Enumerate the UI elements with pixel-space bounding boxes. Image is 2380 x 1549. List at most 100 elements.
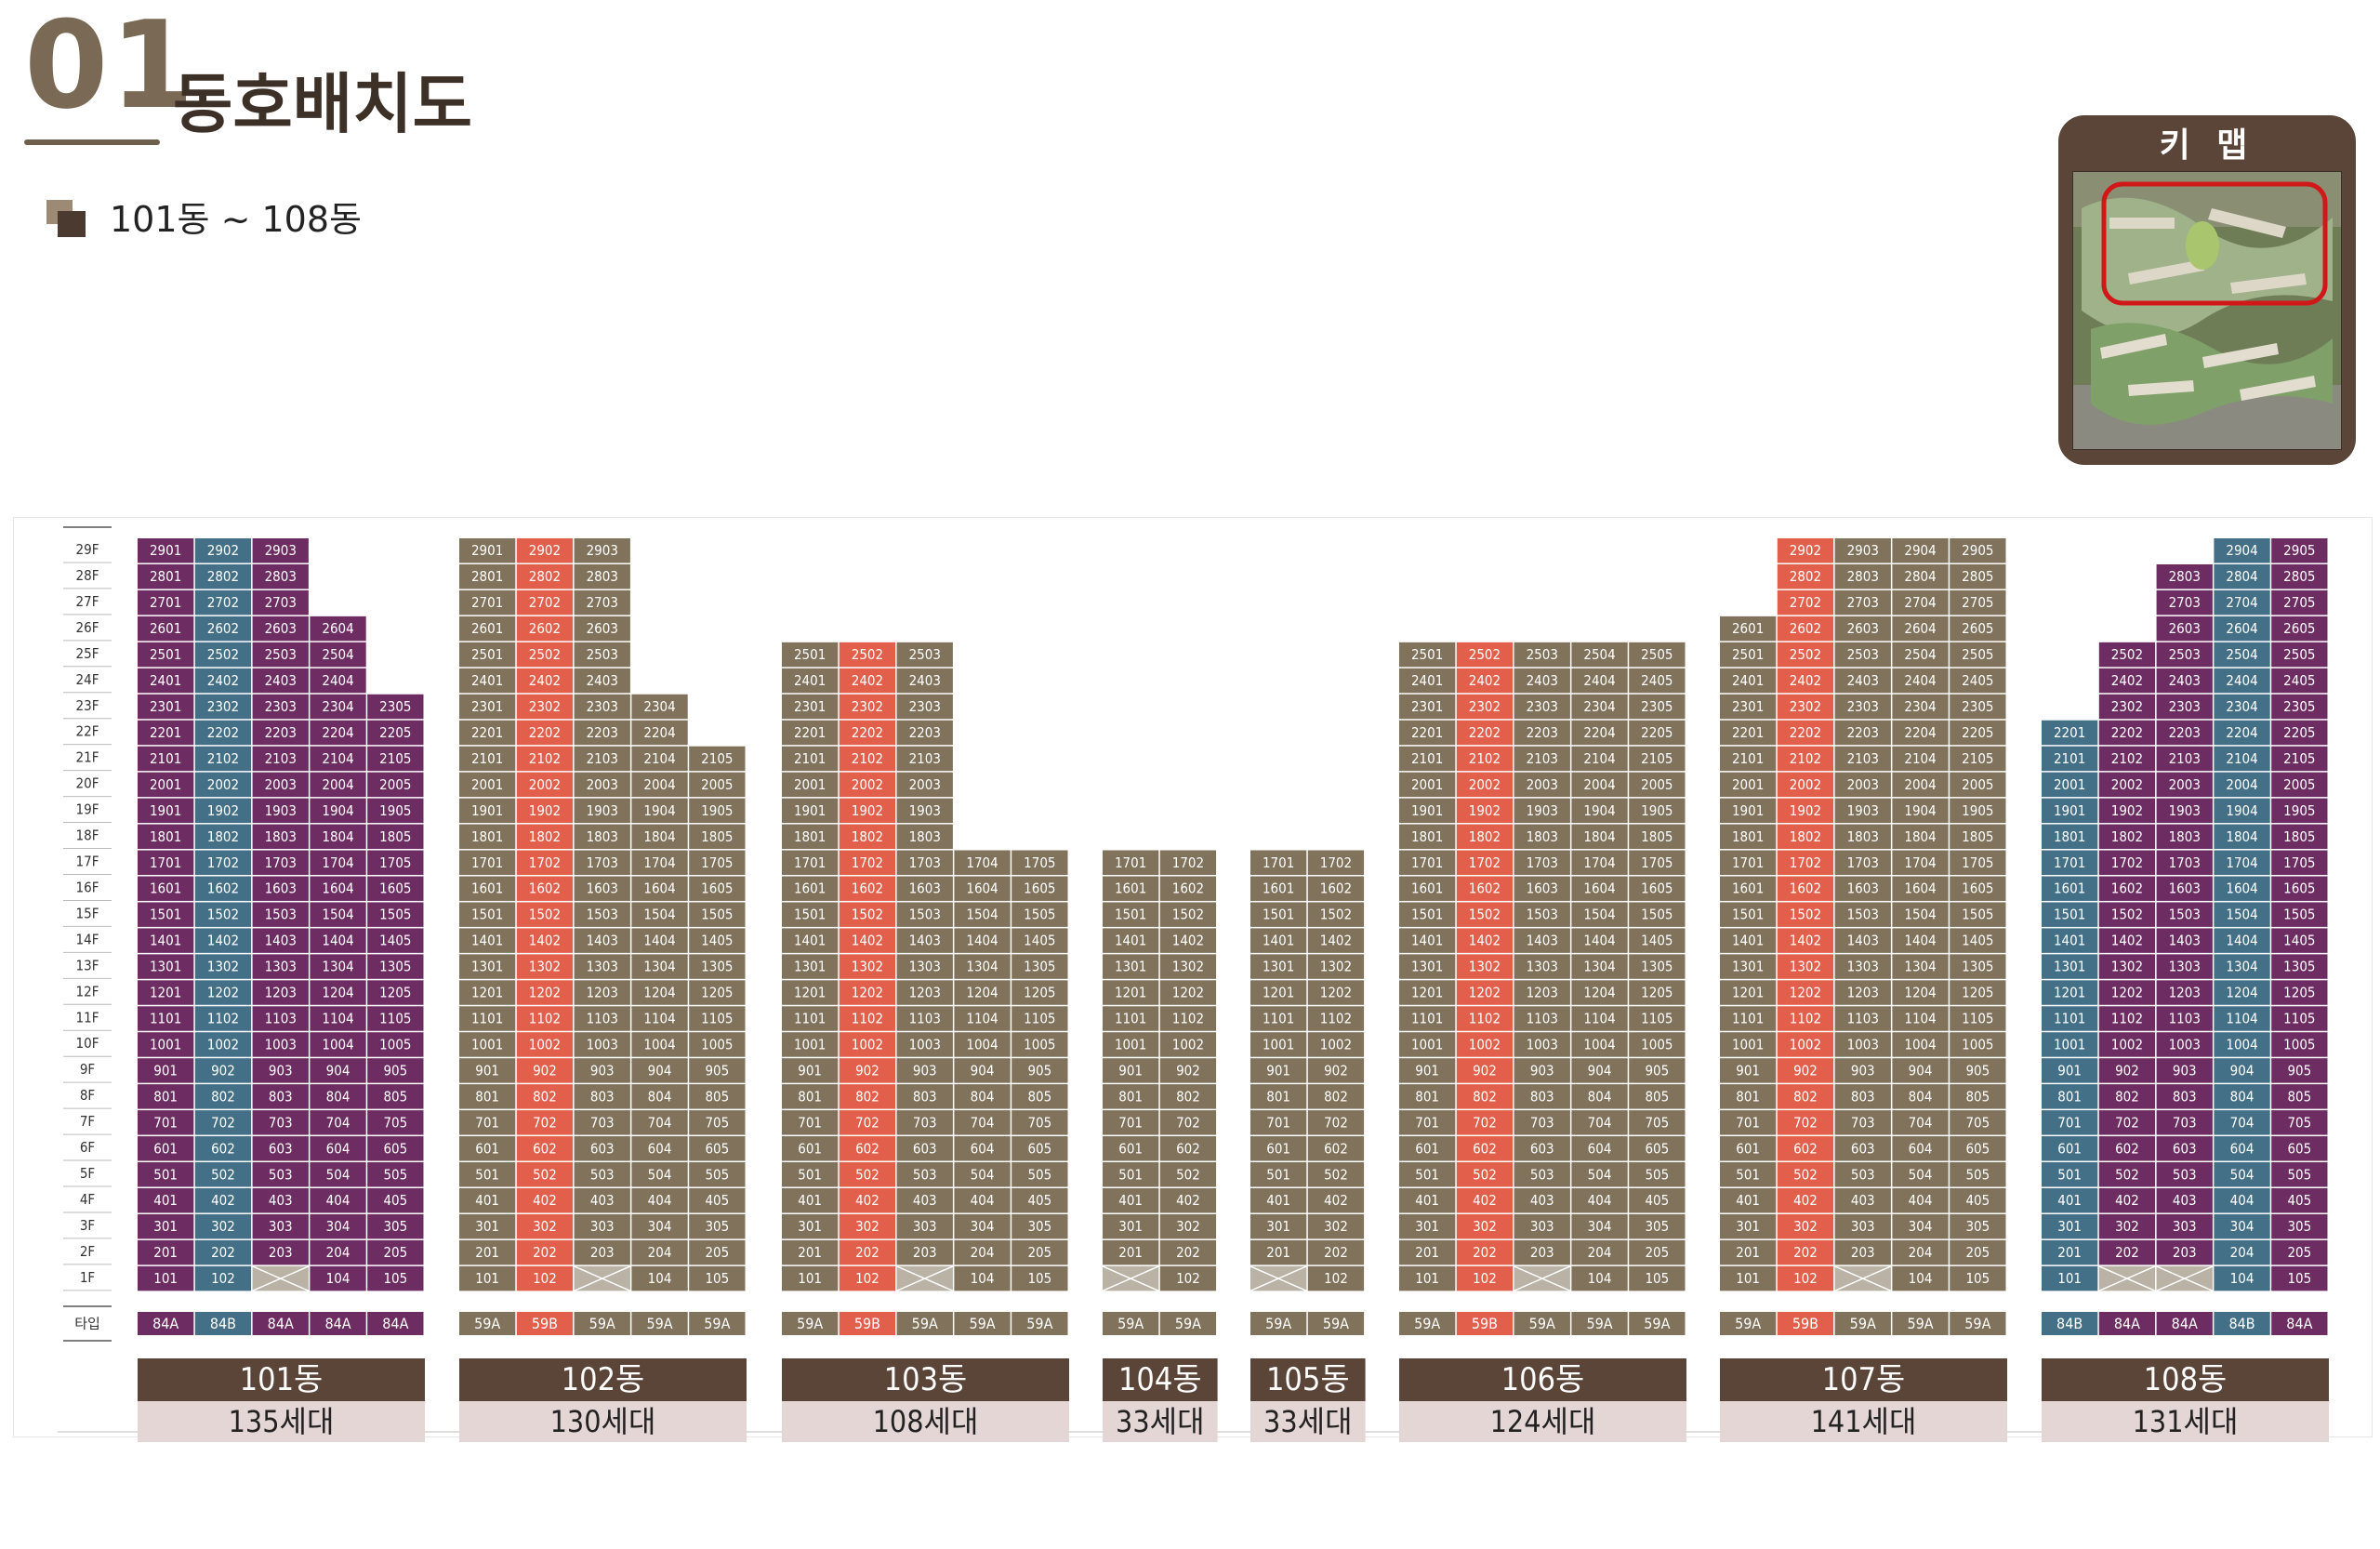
unit-cell: 1703 bbox=[1514, 850, 1570, 875]
unit-cell: 704 bbox=[631, 1110, 688, 1135]
unit-cell: 505 bbox=[689, 1162, 746, 1187]
unit-number: 1301 bbox=[1115, 959, 1146, 975]
household-count: 141세대 bbox=[1811, 1404, 1917, 1439]
unit-number: 404 bbox=[648, 1192, 672, 1209]
unit-number: 601 bbox=[798, 1140, 822, 1157]
unit-number: 2202 bbox=[207, 724, 239, 741]
unit-cell: 205 bbox=[367, 1239, 424, 1265]
unit-cell: 802 bbox=[194, 1084, 252, 1109]
unit-cell: 205 bbox=[1012, 1239, 1068, 1265]
floor-label: 1F bbox=[80, 1269, 95, 1286]
floor-label: 15F bbox=[76, 905, 99, 921]
unit-cell: 302 bbox=[1456, 1213, 1514, 1239]
unit-cell: 1803 bbox=[252, 824, 309, 850]
unit-number: 1903 bbox=[1527, 802, 1558, 819]
unit-number: 1101 bbox=[794, 1011, 826, 1027]
unit-number: 2803 bbox=[587, 568, 618, 585]
unit-number: 303 bbox=[2173, 1218, 2197, 1235]
unit-cell: 1805 bbox=[689, 824, 746, 850]
unit-cell: 2504 bbox=[2214, 642, 2270, 668]
unit-number: 1503 bbox=[1527, 907, 1558, 923]
unit-number: 1001 bbox=[1115, 1036, 1146, 1053]
unit-cell: 301 bbox=[138, 1213, 194, 1239]
unit-cell: 504 bbox=[1892, 1162, 1949, 1187]
unit-cell: 1804 bbox=[631, 824, 688, 850]
unit-number: 1901 bbox=[1411, 802, 1443, 819]
unit-number: 2804 bbox=[1904, 568, 1936, 585]
unit-number: 2201 bbox=[2054, 724, 2085, 741]
unit-cell: 502 bbox=[839, 1162, 896, 1187]
unit-cell: 2504 bbox=[310, 642, 366, 668]
unit-cell: 2402 bbox=[516, 668, 574, 694]
unit-cell: 904 bbox=[1571, 1058, 1628, 1083]
unit-number: 1701 bbox=[471, 854, 503, 871]
unit-cell: 602 bbox=[2098, 1136, 2156, 1161]
unit-number: 1701 bbox=[1411, 854, 1443, 871]
unit-cell: 202 bbox=[2098, 1239, 2156, 1265]
floor-label: 11F bbox=[76, 1009, 99, 1026]
unit-number: 704 bbox=[971, 1114, 995, 1131]
unit-cell: 104 bbox=[631, 1265, 688, 1291]
unit-number: 2502 bbox=[1790, 646, 1821, 663]
unit-number: 1402 bbox=[529, 933, 561, 949]
unit-cell: 704 bbox=[310, 1110, 366, 1135]
unit-cell: 403 bbox=[1834, 1188, 1891, 1213]
unit-number: 705 bbox=[383, 1114, 407, 1131]
empty-unit-cell bbox=[574, 1265, 631, 1292]
unit-cell: 102 bbox=[1777, 1265, 1834, 1291]
unit-number: 2701 bbox=[150, 594, 181, 611]
unit-cell: 2503 bbox=[574, 642, 630, 668]
unit-number: 703 bbox=[913, 1114, 937, 1131]
unit-type-label: 84A bbox=[152, 1315, 178, 1332]
unit-number: 2305 bbox=[1962, 698, 1993, 715]
unit-number: 802 bbox=[1793, 1088, 1818, 1105]
unit-cell: 1605 bbox=[2271, 876, 2328, 901]
unit-cell: 2404 bbox=[1571, 668, 1628, 694]
unit-number: 2604 bbox=[322, 620, 353, 637]
unit-number: 201 bbox=[1736, 1244, 1760, 1261]
unit-cell: 2005 bbox=[1950, 772, 2006, 798]
unit-number: 2404 bbox=[322, 672, 353, 689]
unit-number: 1604 bbox=[322, 880, 353, 897]
unit-number: 2403 bbox=[2169, 672, 2201, 689]
unit-cell: 202 bbox=[1777, 1239, 1834, 1265]
unit-number: 605 bbox=[1965, 1140, 1990, 1157]
unit-number: 2102 bbox=[529, 750, 561, 767]
unit-type-cell: 59A bbox=[1571, 1312, 1628, 1335]
unit-cell: 705 bbox=[689, 1110, 746, 1135]
unit-number: 1603 bbox=[1847, 880, 1879, 897]
unit-cell: 1401 bbox=[2042, 928, 2098, 953]
unit-number: 1304 bbox=[643, 959, 675, 975]
unit-number: 701 bbox=[475, 1114, 499, 1131]
unit-cell: 2305 bbox=[2271, 694, 2328, 720]
unit-number: 805 bbox=[705, 1088, 729, 1105]
unit-cell: 503 bbox=[1834, 1162, 1891, 1187]
unit-cell: 2601 bbox=[1720, 616, 1777, 642]
unit-cell: 1302 bbox=[1777, 954, 1834, 979]
unit-number: 2303 bbox=[2169, 698, 2201, 715]
unit-cell: 1202 bbox=[194, 980, 252, 1005]
unit-number: 2003 bbox=[1847, 776, 1879, 793]
floor-label: 29F bbox=[76, 541, 99, 558]
unit-cell: 604 bbox=[1571, 1136, 1628, 1161]
unit-cell: 1802 bbox=[839, 824, 896, 850]
unit-cell: 203 bbox=[1834, 1239, 1891, 1265]
unit-number: 1804 bbox=[2226, 828, 2257, 845]
unit-number: 802 bbox=[1324, 1088, 1348, 1105]
unit-cell: 1901 bbox=[1399, 798, 1456, 824]
unit-number: 1402 bbox=[207, 933, 239, 949]
unit-cell: 302 bbox=[2098, 1213, 2156, 1239]
unit-cell: 802 bbox=[1777, 1084, 1834, 1109]
unit-cell: 2502 bbox=[839, 642, 896, 668]
unit-number: 1105 bbox=[701, 1011, 733, 1027]
unit-number: 501 bbox=[2057, 1166, 2082, 1183]
unit-number: 405 bbox=[1965, 1192, 1990, 1209]
unit-number: 1902 bbox=[852, 802, 883, 819]
unit-cell: 705 bbox=[1950, 1110, 2006, 1135]
unit-cell: 2501 bbox=[782, 642, 839, 668]
unit-cell: 2504 bbox=[1571, 642, 1628, 668]
unit-number: 302 bbox=[211, 1218, 235, 1235]
unit-cell: 2301 bbox=[459, 694, 516, 720]
unit-number: 2805 bbox=[2283, 568, 2315, 585]
